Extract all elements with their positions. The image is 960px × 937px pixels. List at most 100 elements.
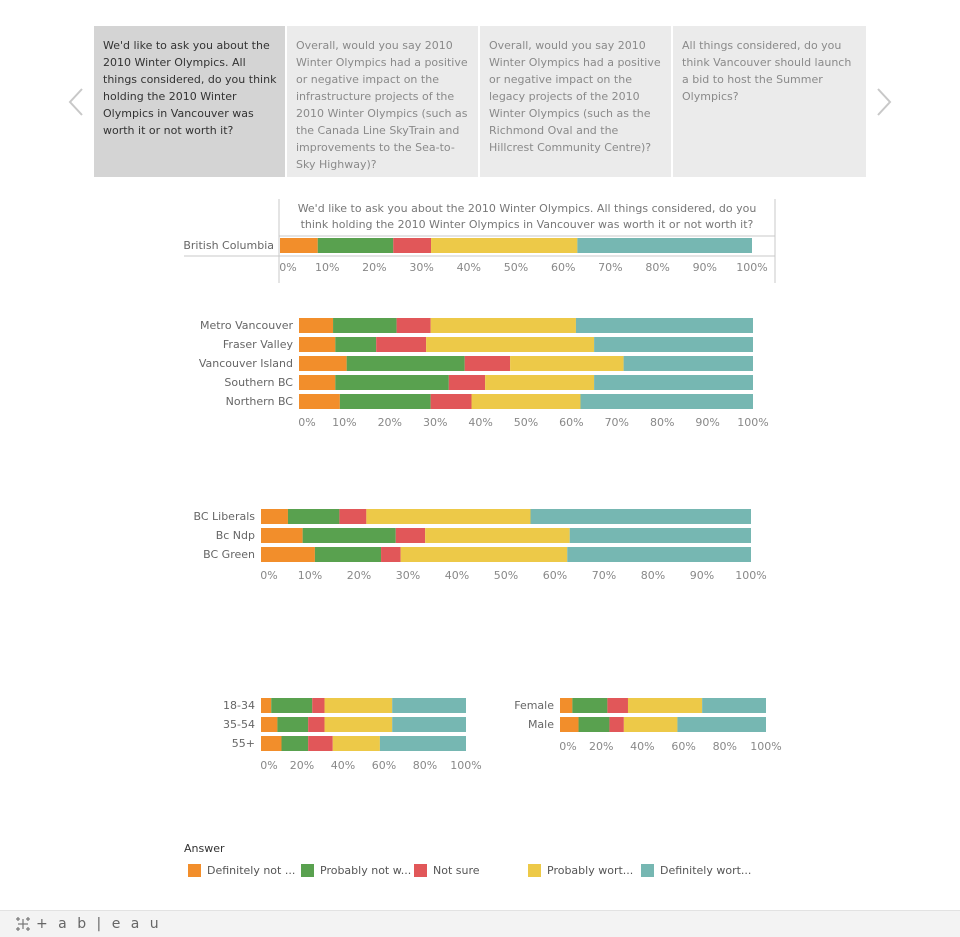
bar-segment-fraser-valley-3[interactable]: [376, 337, 427, 352]
bar-segment-northern-bc-4[interactable]: [471, 394, 581, 409]
bar-segment-southern-bc-2[interactable]: [335, 375, 449, 390]
story-point-4[interactable]: All things considered, do you think Vanc…: [673, 26, 866, 177]
bar-segment-british-columbia-1[interactable]: [280, 238, 318, 253]
bar-segment-metro-vancouver-3[interactable]: [396, 318, 431, 333]
bar-segment-bc-ndp-3[interactable]: [395, 528, 426, 543]
bar-segment-male-3[interactable]: [609, 717, 624, 732]
bar-segment-vancouver-island-1[interactable]: [299, 356, 347, 371]
bar-segment-metro-vancouver-4[interactable]: [430, 318, 576, 333]
bar-segment-southern-bc-1[interactable]: [299, 375, 336, 390]
bar-segment-northern-bc-2[interactable]: [339, 394, 431, 409]
bar-segment-35-54-2[interactable]: [277, 717, 309, 732]
x-tick-label: 10%: [315, 261, 339, 274]
bar-segment-vancouver-island-2[interactable]: [346, 356, 465, 371]
bar-segment-bc-green-3[interactable]: [381, 547, 401, 562]
story-point-1[interactable]: We'd like to ask you about the 2010 Wint…: [94, 26, 287, 177]
bar-segment-18-34-4[interactable]: [324, 698, 393, 713]
bar-segment-vancouver-island-4[interactable]: [510, 356, 624, 371]
bar-segment-35-54-3[interactable]: [308, 717, 325, 732]
bar-segment-55-5[interactable]: [379, 736, 466, 751]
bar-segment-bc-liberals-3[interactable]: [339, 509, 367, 524]
bar-segment-bc-green-2[interactable]: [314, 547, 382, 562]
bar-segment-british-columbia-2[interactable]: [317, 238, 394, 253]
legend-item-not-sure[interactable]: Not sure: [414, 862, 480, 878]
legend-item-probably-not[interactable]: Probably not w...: [301, 862, 411, 878]
bar-segment-35-54-1[interactable]: [261, 717, 278, 732]
next-story-point-icon[interactable]: [872, 86, 896, 118]
bar-segment-british-columbia-3[interactable]: [393, 238, 432, 253]
x-tick-label: 40%: [468, 416, 492, 429]
bar-segment-metro-vancouver-5[interactable]: [575, 318, 753, 333]
bar-segment-metro-vancouver-2[interactable]: [333, 318, 397, 333]
bar-segment-55-1[interactable]: [261, 736, 282, 751]
bar-segment-southern-bc-5[interactable]: [594, 375, 753, 390]
bar-segment-british-columbia-5[interactable]: [577, 238, 752, 253]
bar-segment-bc-ndp-5[interactable]: [569, 528, 751, 543]
bar-segment-female-2[interactable]: [572, 698, 608, 713]
bar-segment-35-54-4[interactable]: [324, 717, 393, 732]
bar-segment-metro-vancouver-1[interactable]: [299, 318, 334, 333]
story-point-3[interactable]: Overall, would you say 2010 Winter Olymp…: [480, 26, 673, 177]
x-tick-label: 0%: [260, 759, 277, 772]
x-tick-label: 20%: [347, 569, 371, 582]
bar-segment-bc-ndp-4[interactable]: [425, 528, 570, 543]
x-tick-label: 80%: [713, 740, 737, 753]
x-tick-label: 20%: [589, 740, 613, 753]
bar-segment-bc-green-5[interactable]: [567, 547, 751, 562]
bar-segment-bc-green-1[interactable]: [261, 547, 315, 562]
bar-segment-fraser-valley-4[interactable]: [426, 337, 595, 352]
bar-segment-vancouver-island-3[interactable]: [464, 356, 511, 371]
bar-segment-18-34-2[interactable]: [271, 698, 313, 713]
x-tick-label: 20%: [378, 416, 402, 429]
x-tick-label: 10%: [298, 569, 322, 582]
legend-swatch: [301, 863, 314, 877]
bar-segment-male-1[interactable]: [560, 717, 579, 732]
bar-segment-female-5[interactable]: [702, 698, 766, 713]
bar-segment-bc-ndp-1[interactable]: [261, 528, 303, 543]
tableau-logo[interactable]: + a b | e a u: [14, 915, 162, 933]
bar-segment-british-columbia-4[interactable]: [431, 238, 578, 253]
british-columbia-chart: We'd like to ask you about the 2010 Wint…: [183, 199, 776, 283]
bar-segment-18-34-3[interactable]: [312, 698, 325, 713]
bar-segment-northern-bc-3[interactable]: [430, 394, 472, 409]
bar-segment-vancouver-island-5[interactable]: [623, 356, 753, 371]
bar-segment-female-1[interactable]: [560, 698, 573, 713]
bar-segment-southern-bc-3[interactable]: [448, 375, 486, 390]
x-tick-label: 80%: [641, 569, 665, 582]
bar-segment-male-4[interactable]: [623, 717, 678, 732]
bar-segment-18-34-1[interactable]: [261, 698, 272, 713]
bar-segment-18-34-5[interactable]: [392, 698, 466, 713]
bar-segment-35-54-5[interactable]: [392, 717, 466, 732]
bar-segment-fraser-valley-2[interactable]: [335, 337, 377, 352]
legend-item-probably-worth[interactable]: Probably wort...: [528, 862, 633, 878]
bar-segment-female-3[interactable]: [607, 698, 628, 713]
bar-segment-55-2[interactable]: [281, 736, 309, 751]
bar-segment-bc-liberals-4[interactable]: [366, 509, 531, 524]
previous-story-point-icon[interactable]: [64, 86, 88, 118]
bar-segment-bc-green-4[interactable]: [400, 547, 568, 562]
bar-segment-fraser-valley-1[interactable]: [299, 337, 336, 352]
legend-item-definitely-not[interactable]: Definitely not ...: [188, 862, 295, 878]
x-tick-label: 50%: [504, 261, 528, 274]
bar-segment-fraser-valley-5[interactable]: [594, 337, 753, 352]
x-tick-label: 100%: [737, 416, 768, 429]
bar-segment-female-4[interactable]: [627, 698, 703, 713]
bar-segment-55-4[interactable]: [332, 736, 380, 751]
legend-item-definitely-worth[interactable]: Definitely wort...: [641, 862, 751, 878]
bar-segment-northern-bc-5[interactable]: [580, 394, 753, 409]
x-tick-label: 60%: [543, 569, 567, 582]
bar-segment-male-5[interactable]: [677, 717, 766, 732]
bar-segment-bc-liberals-1[interactable]: [261, 509, 288, 524]
x-tick-label: 80%: [650, 416, 674, 429]
bar-segment-bc-liberals-2[interactable]: [287, 509, 340, 524]
bar-segment-northern-bc-1[interactable]: [299, 394, 340, 409]
category-label-18-34: 18-34: [223, 699, 255, 712]
bar-segment-bc-liberals-5[interactable]: [530, 509, 752, 524]
chart-title-line: think holding the 2010 Winter Olympics i…: [301, 218, 754, 231]
bar-segment-male-2[interactable]: [578, 717, 610, 732]
bar-segment-bc-ndp-2[interactable]: [302, 528, 396, 543]
bar-segment-55-3[interactable]: [308, 736, 333, 751]
bar-segment-southern-bc-4[interactable]: [485, 375, 595, 390]
story-point-2[interactable]: Overall, would you say 2010 Winter Olymp…: [287, 26, 480, 177]
category-label-southern-bc: Southern BC: [224, 376, 293, 389]
